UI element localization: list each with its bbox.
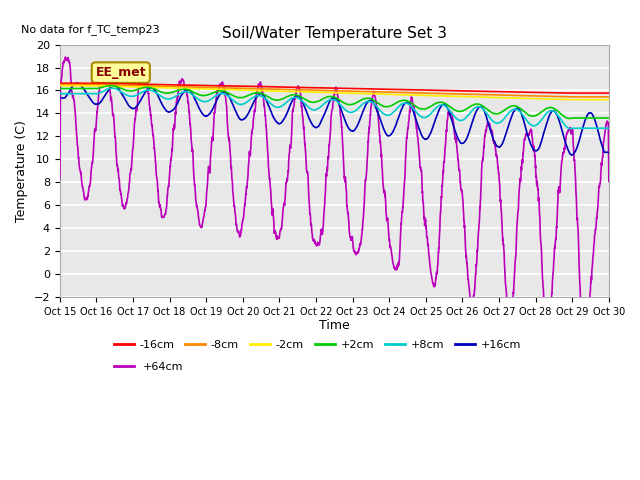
- X-axis label: Time: Time: [319, 319, 349, 332]
- Title: Soil/Water Temperature Set 3: Soil/Water Temperature Set 3: [222, 25, 447, 41]
- Y-axis label: Temperature (C): Temperature (C): [15, 120, 28, 222]
- Legend: +64cm: +64cm: [109, 358, 188, 377]
- Text: No data for f_TC_temp23: No data for f_TC_temp23: [21, 24, 160, 36]
- Text: EE_met: EE_met: [95, 66, 146, 79]
